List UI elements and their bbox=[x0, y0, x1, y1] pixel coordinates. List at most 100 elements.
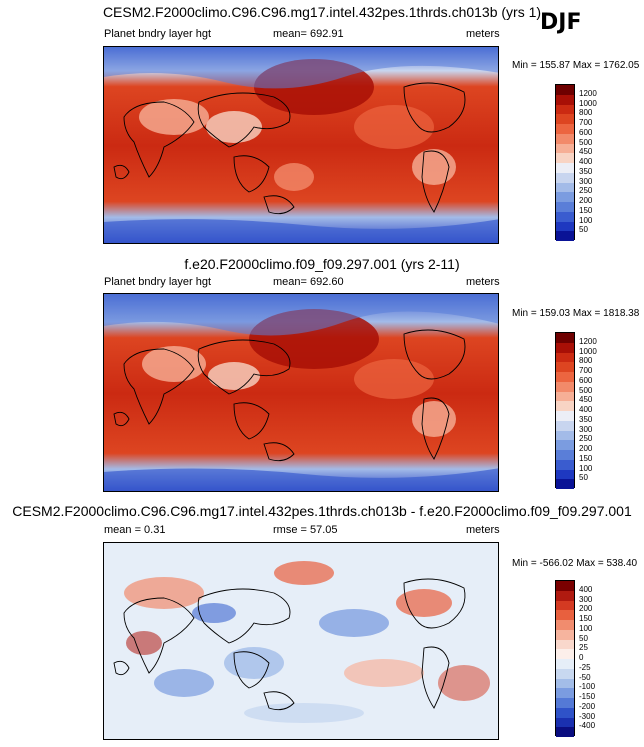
colorbar-tick-label: -150 bbox=[579, 692, 596, 701]
colorbar-swatch bbox=[556, 590, 574, 601]
colorbar-swatch bbox=[556, 668, 574, 679]
colorbar-swatch bbox=[556, 450, 574, 460]
colorbar-swatch bbox=[556, 629, 574, 640]
colorbar-tick-label: -50 bbox=[579, 672, 591, 682]
panel-2-mean-label: mean= 692.60 bbox=[273, 276, 344, 288]
colorbar-swatch bbox=[556, 114, 574, 124]
colorbar-swatch bbox=[556, 620, 574, 630]
panel-2-units: meters bbox=[466, 276, 500, 288]
colorbar-swatch bbox=[556, 420, 574, 431]
colorbar-tick-label: 150 bbox=[579, 614, 593, 623]
panel-3-minmax: Min = -566.02 Max = 538.40 bbox=[512, 558, 638, 569]
colorbar-tick-label: 450 bbox=[579, 395, 593, 405]
colorbar-tick-label: 400 bbox=[579, 405, 593, 414]
colorbar-swatch bbox=[556, 717, 574, 728]
panel-3-title: CESM2.F2000climo.C96.C96.mg17.intel.432p… bbox=[12, 503, 632, 519]
colorbar-swatch bbox=[556, 124, 574, 134]
colorbar-swatch bbox=[556, 479, 574, 489]
panel-1-mean-label: mean= 692.91 bbox=[273, 28, 344, 40]
colorbar-swatch bbox=[556, 401, 574, 411]
panel-2-map bbox=[103, 293, 499, 492]
panel-1-colorbar bbox=[555, 84, 575, 241]
colorbar-swatch bbox=[556, 411, 574, 421]
colorbar-tick-label: 1000 bbox=[579, 98, 597, 108]
colorbar-swatch bbox=[556, 163, 574, 173]
panel-2-colorbar bbox=[555, 332, 575, 489]
colorbar-swatch bbox=[556, 231, 574, 241]
colorbar-swatch bbox=[556, 678, 574, 689]
colorbar-tick-label: 50 bbox=[579, 633, 588, 643]
colorbar-swatch bbox=[556, 639, 574, 650]
colorbar-swatch bbox=[556, 192, 574, 202]
colorbar-tick-label: 800 bbox=[579, 356, 593, 366]
panel-3-units: meters bbox=[466, 524, 500, 536]
season-label: DJF bbox=[540, 10, 582, 35]
panel-2-variable-label: Planet bndry layer hgt bbox=[104, 276, 212, 288]
colorbar-tick-label: 25 bbox=[579, 643, 588, 653]
panel-1-map-plot bbox=[104, 47, 498, 243]
colorbar-swatch bbox=[556, 362, 574, 372]
colorbar-swatch bbox=[556, 391, 574, 402]
colorbar-tick-label: 500 bbox=[579, 137, 593, 147]
colorbar-tick-label: 500 bbox=[579, 385, 593, 395]
colorbar-tick-label: 200 bbox=[579, 604, 593, 614]
colorbar-swatch bbox=[556, 143, 574, 154]
colorbar-tick-label: 1000 bbox=[579, 346, 597, 356]
colorbar-tick-label: 50 bbox=[579, 473, 588, 483]
colorbar-tick-label: 150 bbox=[579, 453, 593, 463]
panel-1-title: CESM2.F2000climo.C96.C96.mg17.intel.432p… bbox=[102, 4, 542, 20]
colorbar-tick-label: -200 bbox=[579, 701, 596, 711]
colorbar-swatch bbox=[556, 600, 574, 611]
panel-3-map-plot bbox=[104, 543, 498, 739]
colorbar-tick-label: 100 bbox=[579, 215, 593, 225]
colorbar-swatch bbox=[556, 202, 574, 212]
colorbar-tick-label: 800 bbox=[579, 108, 593, 118]
colorbar-swatch bbox=[556, 688, 574, 698]
panel-1-units: meters bbox=[466, 28, 500, 40]
colorbar-swatch bbox=[556, 352, 574, 363]
colorbar-swatch bbox=[556, 172, 574, 183]
colorbar-tick-label: 0 bbox=[579, 653, 584, 662]
colorbar-swatch bbox=[556, 659, 574, 669]
colorbar-tick-label: 350 bbox=[579, 166, 593, 176]
panel-3-rmse-label: rmse = 57.05 bbox=[273, 524, 338, 536]
colorbar-swatch bbox=[556, 153, 574, 163]
panel-3-mean-label: mean = 0.31 bbox=[104, 524, 166, 536]
colorbar-tick-label: 200 bbox=[579, 444, 593, 453]
colorbar-tick-label: 450 bbox=[579, 147, 593, 157]
panel-1-map bbox=[103, 46, 499, 244]
colorbar-tick-label: 50 bbox=[579, 225, 588, 235]
colorbar-swatch bbox=[556, 581, 574, 591]
colorbar-swatch bbox=[556, 133, 574, 144]
colorbar-swatch bbox=[556, 459, 574, 470]
colorbar-tick-label: -400 bbox=[579, 721, 596, 731]
panel-2-title: f.e20.F2000climo.f09_f09.297.001 (yrs 2-… bbox=[184, 256, 460, 272]
colorbar-swatch bbox=[556, 342, 574, 353]
colorbar-swatch bbox=[556, 698, 574, 708]
colorbar-tick-label: 700 bbox=[579, 118, 593, 127]
panel-2-map-plot bbox=[104, 294, 498, 491]
colorbar-swatch bbox=[556, 649, 574, 659]
colorbar-swatch bbox=[556, 381, 574, 392]
colorbar-swatch bbox=[556, 610, 574, 620]
panel-3-colorbar bbox=[555, 580, 575, 737]
colorbar-swatch bbox=[556, 707, 574, 718]
colorbar-swatch bbox=[556, 727, 574, 737]
colorbar-swatch bbox=[556, 372, 574, 382]
colorbar-swatch bbox=[556, 469, 574, 480]
colorbar-tick-label: -25 bbox=[579, 662, 591, 672]
colorbar-tick-label: 600 bbox=[579, 127, 593, 137]
colorbar-swatch bbox=[556, 440, 574, 450]
colorbar-tick-label: 250 bbox=[579, 434, 593, 444]
colorbar-tick-label: 300 bbox=[579, 594, 593, 604]
colorbar-tick-label: 350 bbox=[579, 414, 593, 424]
colorbar-swatch bbox=[556, 333, 574, 343]
colorbar-swatch bbox=[556, 104, 574, 115]
panel-3-map bbox=[103, 542, 499, 740]
colorbar-swatch bbox=[556, 182, 574, 193]
colorbar-swatch bbox=[556, 221, 574, 232]
panel-2-minmax: Min = 159.03 Max = 1818.38 bbox=[512, 308, 640, 319]
colorbar-tick-label: 300 bbox=[579, 176, 593, 186]
colorbar-tick-label: 600 bbox=[579, 375, 593, 385]
colorbar-tick-label: 1200 bbox=[579, 336, 597, 346]
